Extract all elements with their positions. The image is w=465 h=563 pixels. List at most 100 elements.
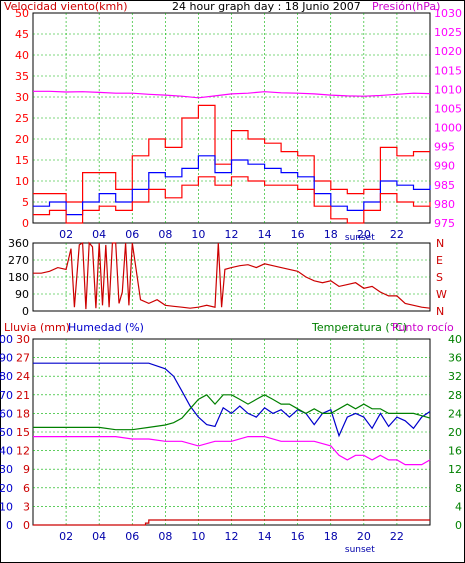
humidity-tick-label: 10 [0,500,13,513]
humidity-tick-label: 20 [0,482,13,495]
rain-tick-label: 0 [23,519,30,532]
wind-time-label: 10 [191,228,205,241]
wind-time-label: 20 [357,228,371,241]
pressure-tick-label: 1010 [434,83,462,96]
rain-tick-label: 12 [16,445,30,458]
wind-tick-label: 25 [15,112,29,125]
humidity-tick-label: 50 [0,426,13,439]
temperature-tick-label: 4 [455,500,462,513]
pressure-tick-label: 975 [434,217,455,230]
direction-tick-label: 0 [22,305,29,318]
wind-time-label: 06 [125,228,139,241]
wind-tick-label: 10 [15,175,29,188]
climate-time-label: 04 [92,530,106,543]
temperature-tick-label: 40 [448,333,462,346]
rain-tick-label: 9 [23,463,30,476]
climate-time-label: 10 [191,530,205,543]
temperature-axis-title: Temperatura (°C) [311,321,407,334]
wind-tick-label: 50 [15,7,29,20]
wind-time-label: 08 [158,228,172,241]
humidity-tick-label: 40 [0,445,13,458]
wind-time-label: 16 [291,228,305,241]
rain-tick-label: 15 [16,426,30,439]
wind-tick-label: 45 [15,28,29,41]
climate-time-label: 22 [390,530,404,543]
chart-title: 24 hour graph day : 18 Junio 2007 [172,0,361,13]
wind-sunset-label: sunset [345,233,375,243]
direction-tick-label: 360 [8,237,29,250]
wind-time-label: 04 [92,228,106,241]
compass-tick-label: E [436,254,443,267]
direction-tick-label: 90 [15,288,29,301]
pressure-axis-title: Presión(hPa) [372,0,440,13]
humidity-axis-title: Humedad (%) [68,321,144,334]
dewpoint-series [33,436,431,466]
wind-tick-label: 30 [15,91,29,104]
rain-tick-label: 18 [16,407,30,420]
humidity-series [33,362,431,438]
direction-tick-label: 270 [8,254,29,267]
rain-tick-label: 21 [16,389,30,402]
temperature-tick-label: 24 [448,407,462,420]
humidity-tick-label: 100 [0,333,13,346]
pressure-tick-label: 1030 [434,7,462,20]
temperature-tick-label: 28 [448,389,462,402]
humidity-tick-label: 0 [6,519,13,532]
temperature-tick-label: 8 [455,482,462,495]
temperature-tick-label: 16 [448,445,462,458]
temperature-series [33,394,431,431]
humidity-tick-label: 60 [0,407,13,420]
climate-time-label: 06 [125,530,139,543]
rain-tick-label: 6 [23,482,30,495]
wind-tick-label: 15 [15,154,29,167]
pressure-tick-label: 985 [434,179,455,192]
grid-lines [33,13,430,525]
temperature-tick-label: 32 [448,370,462,383]
temperature-tick-label: 0 [455,519,462,532]
rain-tick-label: 24 [16,370,30,383]
data-series [33,90,431,526]
wind-tick-label: 40 [15,49,29,62]
climate-time-label: 08 [158,530,172,543]
pressure-tick-label: 1005 [434,102,462,115]
climate-time-label: 02 [59,530,73,543]
wind-time-label: 18 [324,228,338,241]
climate-time-label: 20 [357,530,371,543]
humidity-tick-label: 70 [0,389,13,402]
climate-time-label: 14 [258,530,272,543]
direction-series [33,241,431,310]
temperature-tick-label: 12 [448,463,462,476]
climate-sunset-label: sunset [345,545,375,555]
compass-tick-label: S [436,271,443,284]
temperature-tick-label: 20 [448,426,462,439]
pressure-tick-label: 1025 [434,26,462,39]
climate-time-label: 18 [324,530,338,543]
wind-tick-label: 35 [15,70,29,83]
pressure-tick-label: 1000 [434,122,462,135]
wind-time-label: 12 [225,228,239,241]
rain-tick-label: 27 [16,352,30,365]
wind-time-label: 02 [59,228,73,241]
compass-tick-label: N [436,237,444,250]
rain-tick-label: 30 [16,333,30,346]
wind-axis-title: Velocidad viento(kmh) [4,0,128,13]
wind-time-label: 14 [258,228,272,241]
temperature-tick-label: 36 [448,352,462,365]
pressure-tick-label: 1020 [434,45,462,58]
compass-tick-label: N [436,305,444,318]
rain-series [33,519,430,526]
wind-tick-label: 0 [22,217,29,230]
wind-time-label: 22 [390,228,404,241]
climate-time-label: 12 [225,530,239,543]
gust-series [33,104,430,203]
rain-axis-title: Lluvia (mm) [4,321,70,334]
avg_wind-series [33,155,431,216]
pressure-tick-label: 1015 [434,64,462,77]
direction-tick-label: 180 [8,271,29,284]
humidity-tick-label: 30 [0,463,13,476]
humidity-tick-label: 80 [0,370,13,383]
rain-tick-label: 3 [23,500,30,513]
pressure-series [33,90,431,99]
humidity-tick-label: 90 [0,352,13,365]
